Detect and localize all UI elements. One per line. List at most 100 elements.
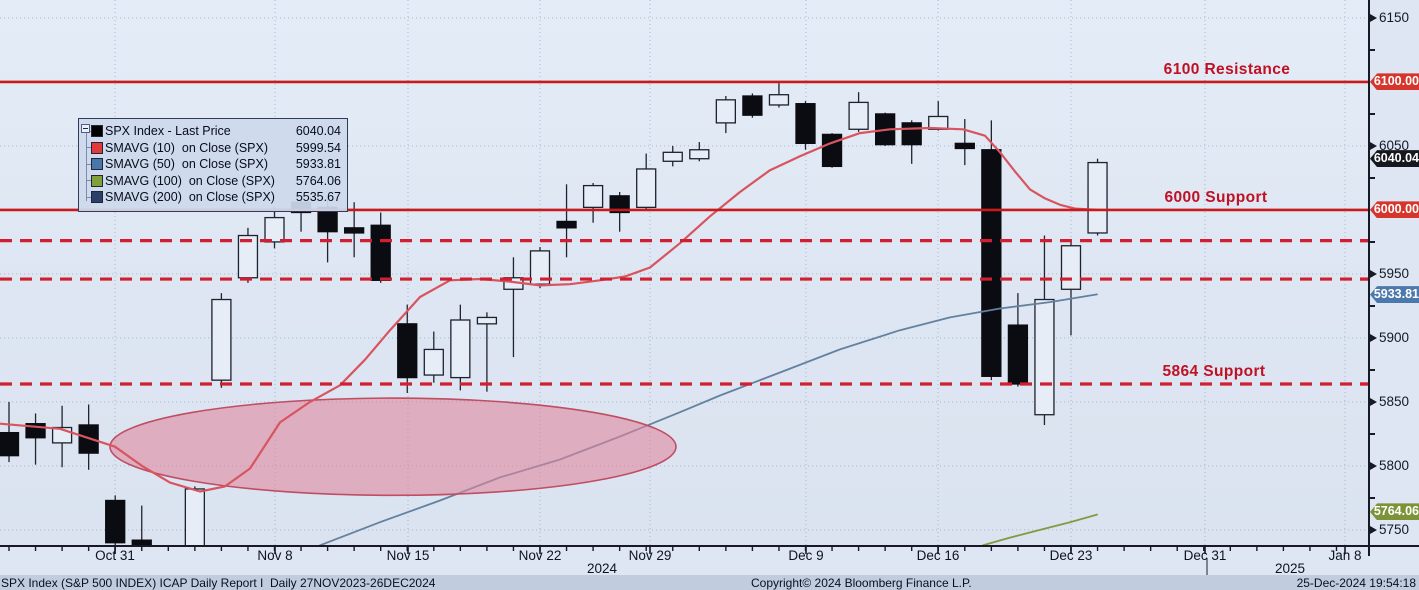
candlestick [343, 202, 365, 258]
legend-value: 5999.54 [295, 140, 341, 155]
legend-item-smavg-50[interactable]: SMAVG (50) on Close (SPX) 5933.81 [87, 156, 341, 173]
candlestick [529, 247, 551, 288]
candlestick [131, 505, 152, 545]
axis-tag-last-price: 6040.04 [1370, 150, 1419, 168]
time-axis-label: Dec 23 [1049, 548, 1093, 563]
axis-tick-arrow-icon [1370, 13, 1377, 22]
candlestick [1034, 235, 1055, 425]
legend-swatch-icon [91, 158, 103, 171]
axis-price-label: 5750 [1379, 521, 1410, 537]
candlestick [981, 120, 1002, 381]
legend-collapse-icon[interactable] [81, 124, 90, 133]
status-copyright: Copyright© 2024 Bloomberg Finance L.P. [751, 576, 972, 590]
candlestick [423, 331, 444, 383]
axis-tick-arrow-icon [1370, 333, 1377, 342]
axis-price-label: 5900 [1379, 329, 1410, 345]
candlestick [954, 119, 975, 166]
axis-tag-6000-support: 6000.00 [1370, 201, 1419, 219]
smavg-10-line [0, 126, 1099, 493]
candlestick [51, 405, 73, 468]
axis-tick-arrow-icon [1370, 397, 1377, 406]
candlestick [556, 184, 577, 258]
axis-tag-6100-resistance: 6100.00 [1370, 73, 1419, 91]
candlestick [0, 401, 20, 463]
time-axis-label: Jan 8 [1328, 548, 1362, 563]
axis-minor-tick [1370, 112, 1375, 115]
price-axis[interactable]: 6150 6050 5950 5900 5850 5800 5750 6100.00 6040.… [1368, 0, 1419, 545]
time-axis-label: Nov 8 [257, 548, 293, 563]
status-bar: SPX Index (S&P 500 INDEX) ICAP Daily Rep… [0, 575, 1419, 590]
time-axis-label: Oct 31 [95, 548, 135, 563]
candlestick [105, 495, 126, 545]
time-axis-label: Nov 15 [386, 548, 430, 563]
candlestick [1007, 293, 1029, 387]
legend-value: 5535.67 [295, 190, 341, 205]
axis-price-label: 5800 [1379, 457, 1410, 473]
candlestick [609, 192, 630, 232]
candlestick [821, 133, 843, 168]
axis-minor-tick [1370, 304, 1375, 307]
legend-swatch-icon [91, 141, 103, 154]
candlestick [264, 207, 285, 249]
legend-value: 5933.81 [295, 157, 341, 172]
year-label: 2024 [586, 561, 618, 576]
support-6000-label: 6000 Support [1164, 188, 1268, 206]
axis-tick-arrow-icon [1370, 461, 1377, 470]
resistance-6100-label: 6100 Resistance [1163, 60, 1291, 78]
axis-price-label: 5950 [1379, 265, 1410, 281]
legend-item-smavg-10[interactable]: SMAVG (10) on Close (SPX) 5999.54 [87, 140, 341, 157]
candlestick [715, 96, 736, 134]
candlestick [370, 212, 391, 283]
candlestick [184, 486, 206, 545]
candlestick [1087, 158, 1108, 236]
legend-label: SMAVG (100) on Close (SPX) [105, 173, 275, 188]
candlestick [237, 227, 259, 283]
axis-price-label: 5850 [1379, 393, 1410, 409]
legend-label: SMAVG (200) on Close (SPX) [105, 190, 275, 205]
legend-value: 6040.04 [295, 124, 341, 139]
chart-legend[interactable]: SPX Index - Last Price 6040.04 SMAVG (10) … [78, 118, 348, 212]
candlestick [450, 304, 471, 391]
time-axis-label: Nov 29 [628, 548, 672, 563]
time-axis-label: Dec 31 [1183, 548, 1227, 563]
legend-item-smavg-200[interactable]: SMAVG (200) on Close (SPX) 5535.67 [87, 189, 341, 206]
axis-tick-arrow-icon [1370, 141, 1377, 150]
time-axis[interactable]: Oct 31 Nov 8 Nov 15 Nov 22 Nov 29 Dec 9 Dec 16… [0, 545, 1419, 576]
time-axis-ticks [8, 547, 1370, 576]
axis-minor-tick [1370, 176, 1375, 179]
time-axis-label: Nov 22 [518, 548, 562, 563]
legend-swatch-icon [91, 125, 103, 138]
candlestick [211, 293, 232, 388]
smavg-100-line [982, 513, 1098, 545]
axis-minor-tick [1370, 496, 1375, 499]
legend-swatch-icon [91, 174, 103, 187]
axis-tick-arrow-icon [1370, 269, 1377, 278]
axis-minor-tick [1370, 368, 1375, 371]
candlestick [397, 304, 418, 393]
support-5864-label: 5864 Support [1162, 363, 1266, 380]
chart-plot-area[interactable]: 6100 Resistance 6000 Support 5864 Suppor… [0, 0, 1368, 545]
candlestick [689, 142, 710, 162]
candlestick [582, 183, 604, 223]
legend-rows: SPX Index - Last Price 6040.04 SMAVG (10) … [87, 123, 341, 206]
candlestick [662, 145, 683, 167]
candlestick [901, 120, 922, 164]
axis-tick-arrow-icon [1370, 525, 1377, 534]
legend-value: 5764.06 [295, 173, 341, 188]
legend-item-spx-last[interactable]: SPX Index - Last Price 6040.04 [87, 123, 341, 140]
candlestick [742, 93, 763, 118]
candlestick [848, 92, 869, 132]
legend-label: SMAVG (50) on Close (SPX) [105, 157, 269, 172]
legend-label: SMAVG (10) on Close (SPX) [105, 140, 269, 155]
candlestick [928, 101, 949, 131]
axis-minor-tick [1370, 240, 1375, 243]
candlestick [25, 413, 46, 465]
legend-item-smavg-100[interactable]: SMAVG (100) on Close (SPX) 5764.06 [87, 173, 341, 190]
axis-price-label: 6150 [1379, 9, 1410, 25]
candlestick [636, 153, 657, 210]
axis-price-label: 6050 [1379, 137, 1410, 153]
price-chart-canvas[interactable] [0, 0, 1368, 545]
axis-tag-smavg100: 5764.06 [1370, 503, 1419, 521]
axis-tag-smavg50: 5933.81 [1370, 286, 1419, 304]
